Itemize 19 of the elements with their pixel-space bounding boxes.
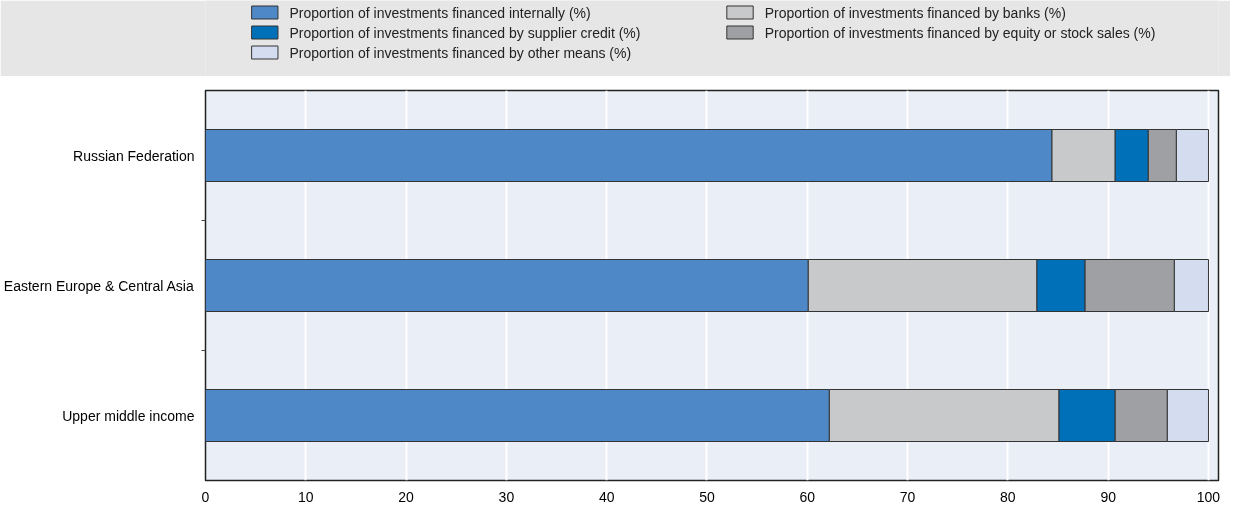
x-tick-label: 10 (298, 488, 314, 505)
legend-label: Proportion of investments financed by other means (%) (289, 44, 632, 61)
x-tick-label: 100 (1196, 488, 1221, 505)
x-tick-label: 60 (799, 488, 816, 505)
x-tick-label: 30 (498, 488, 515, 505)
x-tick-label: 80 (1000, 488, 1016, 505)
x-tick-label: 20 (398, 488, 415, 505)
legend-label: Proportion of investments financed by banks (%) (764, 4, 1066, 21)
x-tick-label: 40 (598, 488, 615, 505)
x-tick-label: 0 (201, 488, 210, 505)
legend-label: Proportion of investments financed by equity or stock sales (%) (764, 24, 1156, 41)
x-tick-label: 90 (1100, 488, 1117, 505)
x-tick-label: 50 (699, 488, 715, 505)
x-tick-label: 70 (899, 488, 916, 505)
legend-label: Proportion of investments financed internally (%) (289, 4, 591, 21)
y-tick-label: Upper middle income (62, 407, 195, 424)
y-tick-label: Russian Federation (73, 147, 195, 164)
y-tick-label: Eastern Europe & Central Asia (3, 277, 194, 294)
legend-label: Proportion of investments financed by supplier credit (%) (289, 24, 641, 41)
